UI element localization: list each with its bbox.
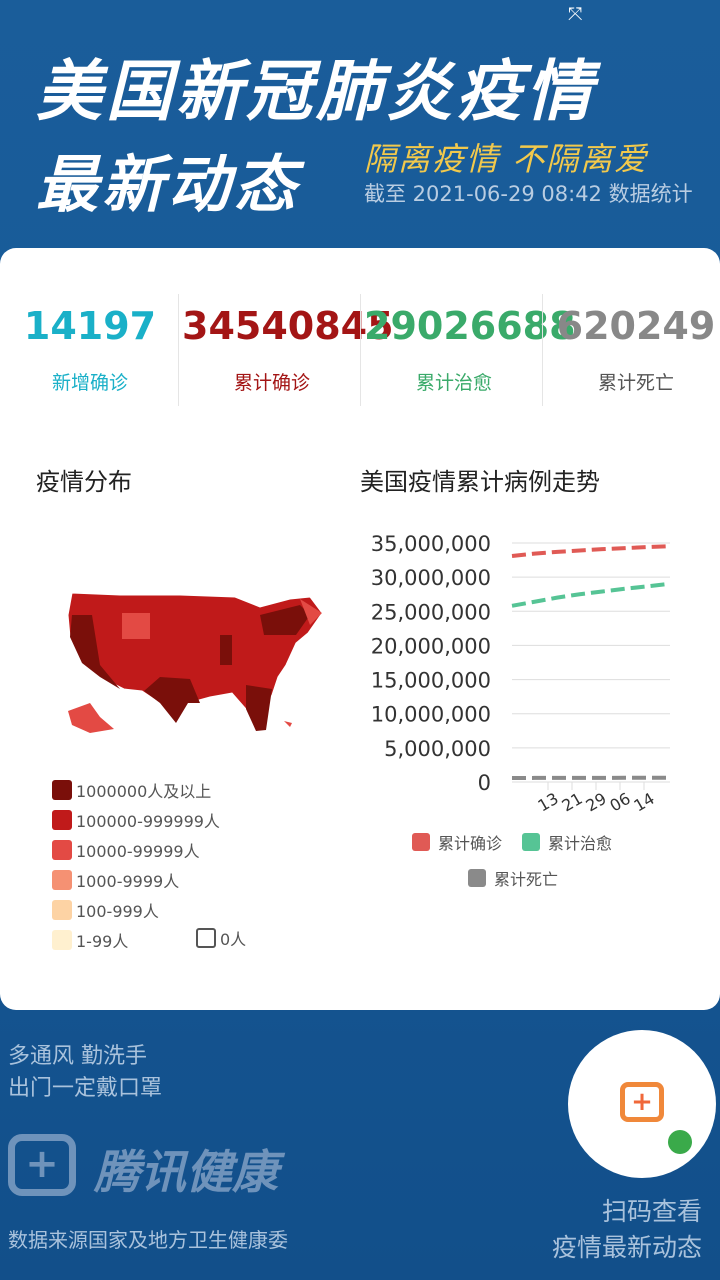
stat-label: 累计治愈 bbox=[415, 372, 492, 394]
map-region bbox=[70, 615, 120, 689]
us-map[interactable] bbox=[60, 585, 330, 740]
legend-label: 100-999人 bbox=[76, 902, 159, 921]
brand-name: 腾讯健康 bbox=[94, 1145, 278, 1199]
legend-swatch bbox=[52, 840, 72, 860]
series-line bbox=[511, 581, 671, 608]
legend-label: 100000-999999人 bbox=[76, 812, 220, 831]
slogan: 隔离疫情 不隔离爱 bbox=[364, 140, 649, 178]
legend-swatch bbox=[52, 900, 72, 920]
divider bbox=[178, 294, 179, 406]
y-tick-label: 35,000,000 bbox=[371, 532, 491, 556]
chart-legend-item[interactable]: 累计治愈 bbox=[522, 830, 612, 854]
y-tick-label: 5,000,000 bbox=[384, 737, 491, 761]
expand-icon[interactable]: ⤧ bbox=[568, 4, 583, 25]
stat-label: 累计确诊 bbox=[233, 372, 310, 394]
tip-ventilate: 多通风 勤洗手 bbox=[8, 1044, 147, 1069]
scan-text-2: 疫情最新动态 bbox=[551, 1233, 702, 1262]
y-tick-label: 20,000,000 bbox=[371, 634, 491, 658]
series-line bbox=[511, 544, 671, 558]
legend-swatch bbox=[52, 780, 72, 800]
divider bbox=[542, 294, 543, 406]
stat-value: 14197 bbox=[23, 304, 157, 348]
title-line2: 最新动态 bbox=[36, 148, 301, 221]
as-of-time: 截至 2021-06-29 08:42 数据统计 bbox=[364, 182, 693, 206]
y-tick-label: 25,000,000 bbox=[371, 600, 491, 624]
stat-0: 14197 新增确诊 bbox=[0, 300, 180, 395]
map-legend-item[interactable]: 0人 bbox=[196, 926, 246, 950]
stat-3: 620249 累计死亡 bbox=[546, 300, 720, 395]
stat-value: 34540845 bbox=[182, 304, 394, 348]
legend-swatch bbox=[522, 833, 540, 851]
map-legend-item[interactable]: 100-999人 bbox=[52, 898, 159, 922]
title-line1: 美国新冠肺炎疫情 bbox=[36, 53, 596, 130]
map-region bbox=[284, 721, 292, 727]
map-region bbox=[122, 613, 150, 639]
stat-1: 34540845 累计确诊 bbox=[182, 300, 394, 395]
y-tick-label: 0 bbox=[478, 771, 491, 795]
stat-2: 29026688 累计治愈 bbox=[364, 300, 576, 395]
map-region bbox=[246, 685, 272, 731]
legend-swatch bbox=[196, 928, 216, 948]
map-region bbox=[260, 605, 310, 635]
legend-label: 10000-99999人 bbox=[76, 842, 200, 861]
legend-label: 1-99人 bbox=[76, 932, 129, 951]
scan-text-1: 扫码查看 bbox=[601, 1197, 702, 1226]
map-legend-item[interactable]: 1-99人 bbox=[52, 928, 128, 952]
stat-value: 620249 bbox=[556, 304, 716, 348]
legend-swatch bbox=[468, 869, 486, 887]
map-legend-item[interactable]: 1000000人及以上 bbox=[52, 778, 211, 802]
map-title: 疫情分布 bbox=[36, 468, 132, 496]
qr-code[interactable]: + bbox=[568, 1030, 716, 1178]
legend-swatch bbox=[52, 870, 72, 890]
qr-logo-icon: + bbox=[620, 1082, 664, 1122]
x-tick-label: 14 bbox=[631, 789, 658, 816]
stat-value: 29026688 bbox=[364, 304, 576, 348]
chart-legend-item[interactable]: 累计死亡 bbox=[468, 866, 558, 890]
data-source: 数据来源国家及地方卫生健康委 bbox=[8, 1228, 288, 1252]
y-tick-label: 15,000,000 bbox=[371, 669, 491, 693]
map-legend-item[interactable]: 1000-9999人 bbox=[52, 868, 179, 892]
y-tick-label: 10,000,000 bbox=[371, 703, 491, 727]
map-legend-item[interactable]: 10000-99999人 bbox=[52, 838, 200, 862]
divider bbox=[360, 294, 361, 406]
x-tick-label: 29 bbox=[583, 789, 610, 816]
legend-swatch bbox=[52, 810, 72, 830]
map-region bbox=[144, 677, 200, 723]
x-tick-label: 21 bbox=[559, 789, 586, 816]
trend-chart: 35,000,000 30,000,000 25,000,000 20,000,000… bbox=[371, 532, 671, 816]
legend-label: 累计死亡 bbox=[494, 870, 559, 889]
map-legend-item[interactable]: 100000-999999人 bbox=[52, 808, 220, 832]
stat-label: 累计死亡 bbox=[597, 372, 674, 394]
tencent-health-logo-icon: + bbox=[8, 1134, 76, 1196]
tip-mask: 出门一定戴口罩 bbox=[8, 1076, 163, 1101]
legend-swatch bbox=[52, 930, 72, 950]
legend-label: 0人 bbox=[220, 930, 247, 949]
map-region bbox=[68, 703, 114, 733]
stat-label: 新增确诊 bbox=[51, 372, 128, 394]
legend-swatch bbox=[412, 833, 430, 851]
x-tick-label: 06 bbox=[607, 789, 634, 816]
legend-label: 累计确诊 bbox=[438, 834, 503, 853]
chart-title: 美国疫情累计病例走势 bbox=[360, 468, 600, 496]
y-tick-label: 30,000,000 bbox=[371, 566, 491, 590]
legend-label: 1000-9999人 bbox=[76, 872, 180, 891]
chart-legend-item[interactable]: 累计确诊 bbox=[412, 830, 502, 854]
map-region bbox=[220, 635, 232, 665]
miniprogram-icon bbox=[668, 1130, 692, 1154]
legend-label: 累计治愈 bbox=[548, 834, 613, 853]
map-region bbox=[300, 599, 322, 625]
legend-label: 1000000人及以上 bbox=[76, 782, 212, 801]
x-tick-label: 13 bbox=[535, 789, 562, 816]
